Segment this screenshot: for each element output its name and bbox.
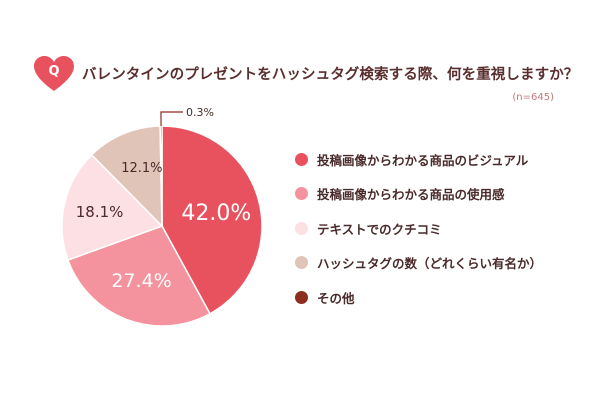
question-title: バレンタインのプレゼントをハッシュタグ検索する際、何を重視しますか？ — [82, 67, 579, 83]
legend-item: 投稿画像からわかる商品の使用感 — [295, 185, 542, 203]
slice-value-label: 0.3% — [186, 106, 214, 119]
legend: 投稿画像からわかる商品のビジュアル 投稿画像からわかる商品の使用感 テキストでのクチ… — [295, 150, 542, 323]
q-heart-icon: Q — [34, 56, 74, 91]
sample-size: (n=645) — [512, 92, 554, 103]
slice-value-label: 27.4% — [111, 270, 171, 292]
legend-label: 投稿画像からわかる商品の使用感 — [317, 187, 505, 202]
legend-label: ハッシュタグの数（どれくらい有名か） — [317, 256, 543, 271]
pie-slice-1 — [161, 125, 263, 315]
legend-swatch — [295, 152, 308, 166]
legend-swatch — [295, 187, 308, 200]
legend-label: その他 — [317, 290, 355, 306]
slice-value-label: 18.1% — [76, 203, 124, 221]
pie-slice-2 — [67, 225, 211, 327]
slice-value-label: 42.0% — [181, 201, 251, 226]
legend-item: その他 — [295, 288, 542, 306]
heart-shape — [34, 56, 74, 91]
pie-slice-3 — [61, 153, 164, 262]
slice-value-label: 12.1% — [121, 161, 162, 176]
legend-item: ハッシュタグの数（どれくらい有名か） — [295, 254, 542, 272]
q-label: Q — [48, 64, 59, 79]
pie-slices — [61, 125, 263, 327]
legend-swatch — [295, 221, 308, 235]
legend-label: 投稿画像からわかる商品のビジュアル — [317, 152, 529, 168]
pie-slice-5 — [159, 125, 163, 227]
legend-swatch — [295, 256, 308, 269]
pie-labels: 42.0% 27.4% 18.1% 12.1% 0.3% — [76, 106, 251, 292]
leader-line — [160, 111, 183, 127]
legend-item: テキストでのクチコミ — [295, 219, 542, 237]
legend-swatch — [295, 290, 308, 304]
pie-slice-4 — [90, 125, 163, 228]
legend-item: 投稿画像からわかる商品のビジュアル — [295, 150, 542, 168]
legend-label: テキストでのクチコミ — [317, 221, 442, 237]
